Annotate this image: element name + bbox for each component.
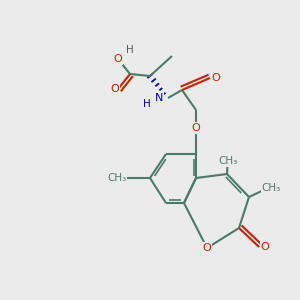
Text: CH₃: CH₃ bbox=[218, 156, 238, 166]
Text: CH₃: CH₃ bbox=[261, 183, 280, 193]
Text: O: O bbox=[111, 84, 119, 94]
Text: H: H bbox=[143, 99, 151, 109]
Text: CH₃: CH₃ bbox=[107, 173, 127, 183]
Text: O: O bbox=[212, 73, 220, 83]
Text: H: H bbox=[126, 45, 134, 55]
Text: N: N bbox=[155, 93, 163, 103]
Text: O: O bbox=[202, 243, 211, 253]
Text: O: O bbox=[192, 123, 200, 133]
Text: O: O bbox=[261, 242, 269, 252]
Text: O: O bbox=[114, 54, 122, 64]
